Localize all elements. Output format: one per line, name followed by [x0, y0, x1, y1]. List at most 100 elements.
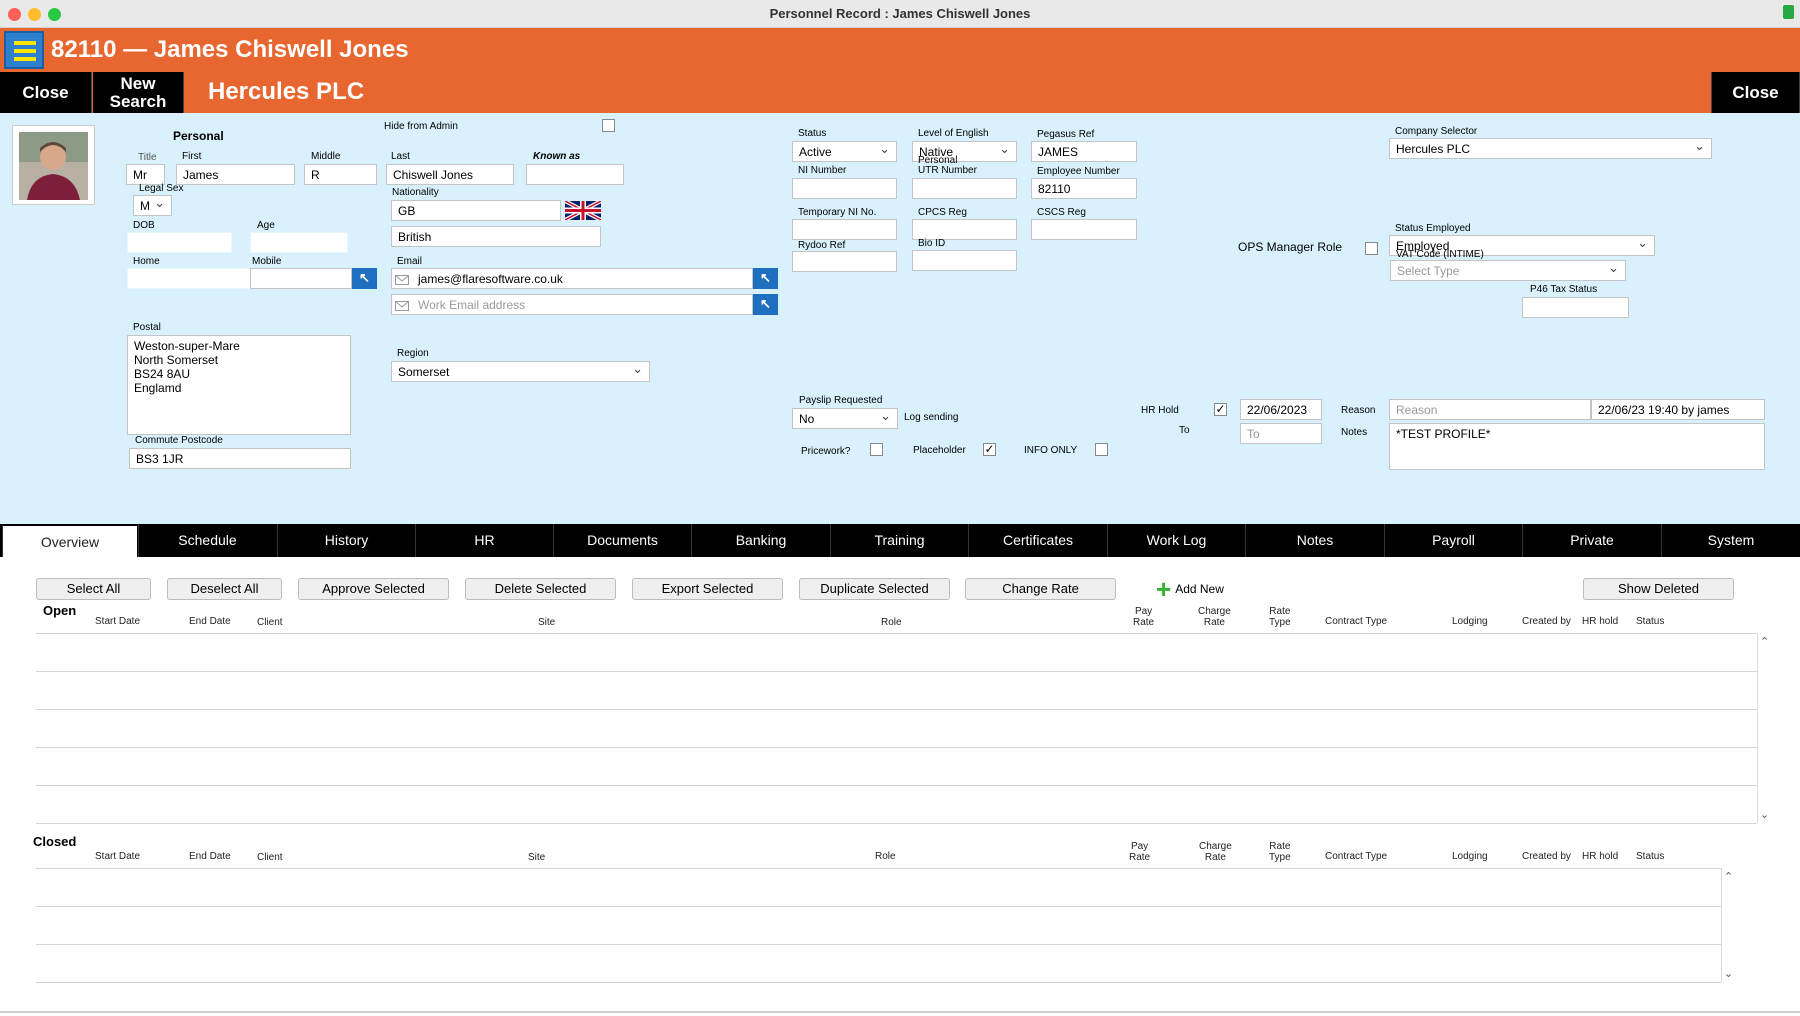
minimize-window-button[interactable]: [28, 8, 41, 21]
plus-icon: +: [1156, 574, 1172, 604]
close-window-button[interactable]: [8, 8, 21, 21]
tab-notes[interactable]: Notes: [1245, 524, 1384, 557]
tab-certificates[interactable]: Certificates: [968, 524, 1107, 557]
hr-hold-to-label: To: [1179, 425, 1190, 436]
cpcs-reg-field[interactable]: [912, 219, 1017, 240]
nationality-code-field[interactable]: GB: [391, 200, 561, 221]
deselect-all-button[interactable]: Deselect All: [167, 578, 282, 600]
mobile-label: Mobile: [252, 256, 282, 267]
temp-ni-field[interactable]: [792, 219, 897, 240]
close-button[interactable]: Close: [0, 72, 92, 113]
show-deleted-button[interactable]: Show Deleted: [1583, 578, 1734, 600]
region-label: Region: [397, 348, 429, 359]
work-email-field[interactable]: Work Email address: [391, 294, 753, 315]
close-right-button[interactable]: Close: [1711, 72, 1800, 113]
status-select[interactable]: Active: [792, 141, 897, 162]
table-row[interactable]: [36, 709, 1757, 710]
email-field[interactable]: james@flaresoftware.co.uk: [391, 268, 753, 289]
hr-hold-checkbox[interactable]: ✓: [1214, 402, 1227, 416]
tab-work-log[interactable]: Work Log: [1107, 524, 1245, 557]
column-role: Role: [881, 617, 902, 628]
ops-manager-role-checkbox[interactable]: [1365, 242, 1378, 255]
hide-from-admin-checkbox[interactable]: [602, 119, 615, 132]
closed-table-scrollbar[interactable]: ⌃ ⌄: [1721, 868, 1735, 982]
info-only-checkbox[interactable]: [1095, 443, 1108, 456]
employee-number-field[interactable]: 82110: [1031, 178, 1137, 199]
tab-payroll[interactable]: Payroll: [1384, 524, 1522, 557]
postal-address-field[interactable]: Weston-super-Mare North Somerset BS24 8A…: [127, 335, 351, 435]
export-selected-button[interactable]: Export Selected: [632, 578, 783, 600]
delete-selected-button[interactable]: Delete Selected: [465, 578, 616, 600]
zoom-window-button[interactable]: [48, 8, 61, 21]
status-employed-select[interactable]: Employed: [1389, 235, 1655, 256]
rydoo-ref-label: Rydoo Ref: [798, 240, 846, 251]
hamburger-menu-icon[interactable]: [4, 31, 44, 69]
add-new-button[interactable]: + Add New: [1156, 574, 1224, 604]
table-row[interactable]: [36, 785, 1757, 786]
email-send-button[interactable]: ↖: [753, 268, 778, 289]
profile-photo[interactable]: [12, 125, 95, 205]
payslip-requested-select[interactable]: No: [792, 408, 898, 429]
hr-hold-to-field[interactable]: To: [1240, 423, 1322, 444]
first-label: First: [182, 151, 202, 162]
english-level-select[interactable]: Native: [912, 141, 1017, 162]
select-all-button[interactable]: Select All: [36, 578, 151, 600]
new-search-button[interactable]: New Search: [93, 72, 184, 113]
legal-sex-select[interactable]: M: [133, 195, 172, 216]
company-selector-select[interactable]: Hercules PLC: [1389, 138, 1712, 159]
known-as-field[interactable]: [526, 164, 624, 185]
utr-number-field[interactable]: [912, 178, 1017, 199]
table-row[interactable]: [36, 633, 1757, 634]
tab-private[interactable]: Private: [1522, 524, 1661, 557]
mobile-phone-field[interactable]: [250, 268, 352, 289]
table-row[interactable]: [36, 868, 1721, 869]
region-select[interactable]: Somerset: [391, 361, 650, 382]
tab-training[interactable]: Training: [830, 524, 968, 557]
table-row[interactable]: [36, 823, 1757, 824]
scroll-up-icon[interactable]: ⌃: [1723, 871, 1734, 883]
scroll-up-icon[interactable]: ⌃: [1759, 636, 1770, 648]
last-name-field[interactable]: Chiswell Jones: [386, 164, 514, 185]
scroll-down-icon[interactable]: ⌄: [1759, 809, 1770, 821]
tab-hr[interactable]: HR: [415, 524, 553, 557]
change-rate-button[interactable]: Change Rate: [965, 578, 1116, 600]
pricework-checkbox[interactable]: [870, 443, 883, 456]
tab-schedule[interactable]: Schedule: [138, 524, 276, 557]
dob-field[interactable]: [127, 232, 232, 253]
rydoo-ref-field[interactable]: [792, 251, 897, 272]
table-row[interactable]: [36, 906, 1721, 907]
tab-system[interactable]: System: [1661, 524, 1800, 557]
work-email-send-button[interactable]: ↖: [753, 294, 778, 315]
approve-selected-button[interactable]: Approve Selected: [298, 578, 449, 600]
notes-field[interactable]: *TEST PROFILE*: [1389, 423, 1765, 470]
tab-history[interactable]: History: [277, 524, 415, 557]
scroll-down-icon[interactable]: ⌄: [1723, 968, 1734, 980]
placeholder-checkbox[interactable]: ✓: [983, 442, 996, 456]
open-table-scrollbar[interactable]: ⌃ ⌄: [1757, 633, 1771, 823]
title-field[interactable]: Mr: [126, 164, 165, 185]
vat-code-select[interactable]: Select Type: [1390, 260, 1626, 281]
table-row[interactable]: [36, 944, 1721, 945]
reason-field[interactable]: Reason: [1389, 399, 1591, 420]
mobile-dial-button[interactable]: ↖: [352, 268, 377, 289]
tab-banking[interactable]: Banking: [691, 524, 830, 557]
first-name-field[interactable]: James: [176, 164, 295, 185]
cscs-reg-field[interactable]: [1031, 219, 1137, 240]
tab-documents[interactable]: Documents: [553, 524, 691, 557]
bio-id-field[interactable]: [912, 250, 1017, 271]
duplicate-selected-button[interactable]: Duplicate Selected: [799, 578, 950, 600]
table-row[interactable]: [36, 671, 1757, 672]
ni-number-field[interactable]: [792, 178, 897, 199]
nationality-text-field[interactable]: British: [391, 226, 601, 247]
pegasus-ref-field[interactable]: JAMES: [1031, 141, 1137, 162]
p46-tax-status-field[interactable]: [1522, 297, 1629, 318]
hr-hold-date-field[interactable]: 22/06/2023: [1240, 399, 1322, 420]
commute-postcode-field[interactable]: BS3 1JR: [129, 448, 351, 469]
table-row[interactable]: [36, 747, 1757, 748]
pegasus-ref-label: Pegasus Ref: [1037, 129, 1095, 140]
column-site: Site: [538, 617, 556, 628]
middle-name-field[interactable]: R: [304, 164, 377, 185]
tab-overview[interactable]: Overview: [2, 524, 137, 557]
home-phone-field[interactable]: [127, 268, 252, 289]
table-row[interactable]: [36, 982, 1721, 983]
